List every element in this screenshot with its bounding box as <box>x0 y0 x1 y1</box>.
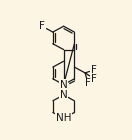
Text: N: N <box>60 90 67 100</box>
Text: F: F <box>85 78 91 88</box>
Text: N: N <box>60 80 67 90</box>
Text: F: F <box>91 74 97 84</box>
Text: F: F <box>39 21 45 31</box>
Text: NH: NH <box>56 113 71 123</box>
Text: F: F <box>91 65 97 75</box>
